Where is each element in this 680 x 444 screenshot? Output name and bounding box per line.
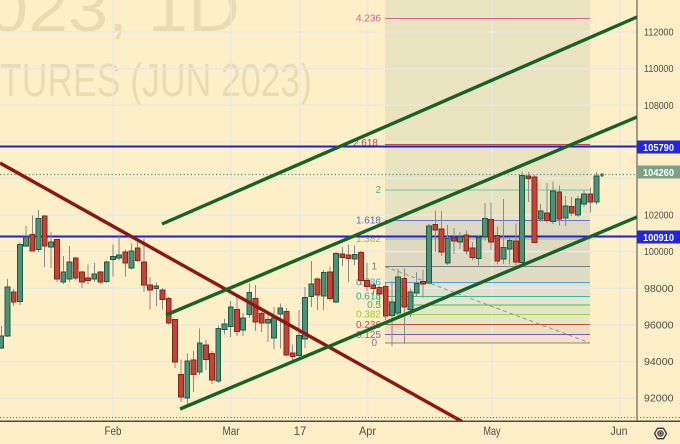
svg-text:108000: 108000 (644, 101, 674, 112)
svg-text:4.236: 4.236 (356, 14, 381, 25)
svg-text:104260: 104260 (643, 168, 674, 179)
svg-text:Feb: Feb (105, 426, 122, 438)
svg-text:May: May (484, 426, 501, 438)
svg-text:94000: 94000 (644, 357, 674, 368)
svg-text:0.125: 0.125 (356, 330, 381, 341)
svg-text:0.382: 0.382 (356, 310, 381, 321)
svg-text:0.5: 0.5 (367, 300, 381, 311)
svg-text:1.618: 1.618 (356, 216, 381, 227)
svg-text:1: 1 (371, 262, 377, 273)
svg-text:100000: 100000 (644, 247, 674, 258)
svg-text:100910: 100910 (643, 233, 674, 244)
svg-text:105790: 105790 (643, 143, 674, 154)
svg-text:1.382: 1.382 (356, 234, 381, 245)
svg-text:112000: 112000 (644, 28, 674, 39)
svg-text:98000: 98000 (644, 284, 674, 295)
svg-text:0.618: 0.618 (356, 292, 381, 303)
svg-text:17: 17 (294, 426, 307, 438)
svg-text:102000: 102000 (644, 211, 674, 222)
svg-text:023, 1D: 023, 1D (0, 0, 240, 45)
svg-text:110000: 110000 (644, 64, 674, 75)
svg-text:0.236: 0.236 (356, 320, 381, 331)
svg-text:Apr: Apr (359, 426, 376, 438)
svg-text:TURES (JUN 2023): TURES (JUN 2023) (0, 54, 312, 106)
svg-text:2.618: 2.618 (353, 138, 378, 149)
svg-text:Jun: Jun (611, 426, 628, 438)
svg-text:Mar: Mar (223, 426, 240, 438)
svg-text:92000: 92000 (644, 394, 674, 405)
svg-text:96000: 96000 (644, 321, 674, 332)
svg-text:0: 0 (371, 338, 377, 349)
svg-text:2: 2 (375, 185, 381, 196)
